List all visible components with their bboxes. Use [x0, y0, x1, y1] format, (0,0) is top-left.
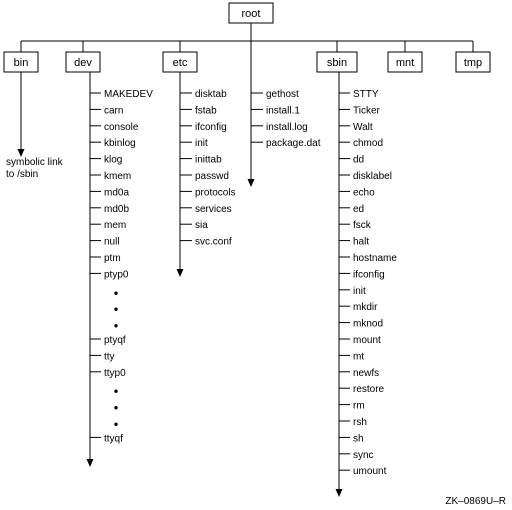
file-entry: protocols [195, 187, 236, 198]
file-entry: init [353, 286, 366, 297]
directory-label: bin [14, 57, 29, 69]
ellipsis-dot: • [114, 384, 118, 398]
file-entry: svc.conf [195, 237, 232, 248]
directory-label: etc [173, 57, 188, 69]
file-entry: tty [104, 351, 115, 362]
file-entry: ttyqf [104, 433, 123, 444]
note-text: symbolic link [6, 157, 64, 168]
file-entry: package.dat [266, 138, 321, 149]
file-entry: sia [195, 220, 208, 231]
file-entry: mem [104, 220, 126, 231]
file-entry: gethost [266, 89, 299, 100]
root-label: root [242, 8, 261, 20]
file-entry: ptyqf [104, 335, 126, 346]
file-entry: ptm [104, 253, 121, 264]
file-entry: MAKEDEV [104, 89, 153, 100]
file-entry: console [104, 122, 139, 133]
arrow-head [335, 489, 343, 497]
directory-label: dev [74, 57, 92, 69]
file-entry: null [104, 237, 120, 248]
file-entry: mkdir [353, 302, 378, 313]
file-entry: rsh [353, 417, 367, 428]
file-entry: services [195, 204, 232, 215]
file-entry: sync [353, 450, 374, 461]
directory-dev: dev MAKEDEV carn console kbinlog klog kmem md0a… [65, 41, 153, 467]
file-entry: ptyp0 [104, 269, 129, 280]
file-entry: ifconfig [195, 122, 227, 133]
file-entry: klog [104, 155, 122, 166]
file-entry: newfs [353, 368, 379, 379]
file-entry: rm [353, 401, 365, 412]
ellipsis-dot: • [114, 319, 118, 333]
file-entry: mount [353, 335, 381, 346]
file-entry: carn [104, 105, 123, 116]
file-entry: chmod [353, 138, 383, 149]
file-entry: Ticker [353, 105, 381, 116]
figure-id: ZK–0869U–R [445, 496, 506, 507]
arrow-head [176, 269, 184, 277]
file-entry: dd [353, 155, 364, 166]
file-entry: disklabel [353, 171, 392, 182]
file-entry: sh [353, 433, 364, 444]
file-entry: echo [353, 187, 375, 198]
directory-box [387, 51, 423, 73]
directory-tmp: tmp [455, 41, 491, 73]
file-entry: ed [353, 204, 364, 215]
directory-box [65, 51, 101, 73]
file-entry: inittab [195, 155, 222, 166]
file-entry: kbinlog [104, 138, 136, 149]
directory-root-files: gethost install.1 install.log package.dat [247, 41, 321, 187]
file-entry: umount [353, 466, 387, 477]
file-entry: passwd [195, 171, 229, 182]
arrow-head [86, 459, 94, 467]
file-entry: install.log [266, 122, 308, 133]
file-entry: disktab [195, 89, 227, 100]
file-entry: install.1 [266, 105, 300, 116]
file-entry: fstab [195, 105, 217, 116]
file-entry: halt [353, 237, 369, 248]
directory-etc: etc disktab fstab ifconfig init inittab passwd… [162, 41, 236, 277]
directory-label: tmp [464, 57, 482, 69]
note-text: to /sbin [6, 169, 38, 180]
ellipsis-dot: • [114, 302, 118, 316]
file-entry: hostname [353, 253, 397, 264]
arrow-head [247, 179, 255, 187]
file-entry: ifconfig [353, 269, 385, 280]
file-entry: restore [353, 384, 385, 395]
file-entry: md0b [104, 204, 129, 215]
file-entry: mknod [353, 319, 383, 330]
file-entry: md0a [104, 187, 129, 198]
arrow-head [17, 149, 25, 157]
file-entry: STTY [353, 89, 379, 100]
file-entry: mt [353, 351, 364, 362]
ellipsis-dot: • [114, 401, 118, 415]
file-entry: Walt [353, 122, 373, 133]
directory-label: sbin [327, 57, 347, 69]
file-entry: ttyp0 [104, 368, 126, 379]
file-entry: fsck [353, 220, 372, 231]
file-entry: kmem [104, 171, 131, 182]
directory-sbin: sbin STTY Ticker Walt chmod dd disklabel echo ed… [316, 41, 397, 497]
root-node: root [228, 2, 274, 24]
directory-box [455, 51, 491, 73]
directory-mnt: mnt [387, 41, 423, 73]
directory-label: mnt [396, 57, 414, 69]
file-entry: init [195, 138, 208, 149]
directory-box [316, 51, 358, 73]
ellipsis-dot: • [114, 417, 118, 431]
ellipsis-dot: • [114, 286, 118, 300]
